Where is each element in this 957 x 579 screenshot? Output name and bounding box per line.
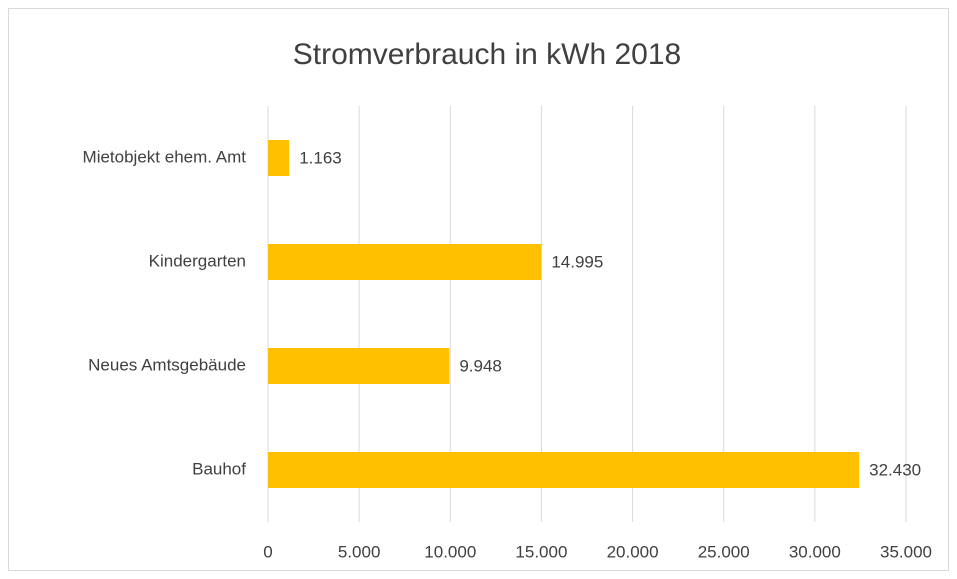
y-tick-label: Bauhof: [192, 459, 246, 478]
chart-title: Stromverbrauch in kWh 2018: [293, 38, 682, 71]
x-tick-label: 25.000: [698, 542, 750, 561]
bar: [268, 348, 450, 384]
y-tick-label: Kindergarten: [149, 251, 246, 270]
data-label: 9.948: [459, 356, 502, 375]
data-label: 14.995: [551, 252, 603, 271]
x-tick-label: 30.000: [789, 542, 841, 561]
y-tick-label: Neues Amtsgebäude: [88, 355, 246, 374]
x-tick-label: 0: [263, 542, 272, 561]
x-tick-label: 15.000: [515, 542, 567, 561]
data-label: 32.430: [869, 460, 921, 479]
x-tick-label: 35.000: [880, 542, 932, 561]
y-tick-label: Mietobjekt ehem. Amt: [83, 147, 247, 166]
x-tick-label: 5.000: [338, 542, 381, 561]
bar: [268, 244, 542, 280]
x-tick-label: 10.000: [424, 542, 476, 561]
x-tick-label: 20.000: [607, 542, 659, 561]
bar: [268, 452, 860, 488]
data-label: 1.163: [299, 148, 342, 167]
bar: [268, 140, 290, 176]
